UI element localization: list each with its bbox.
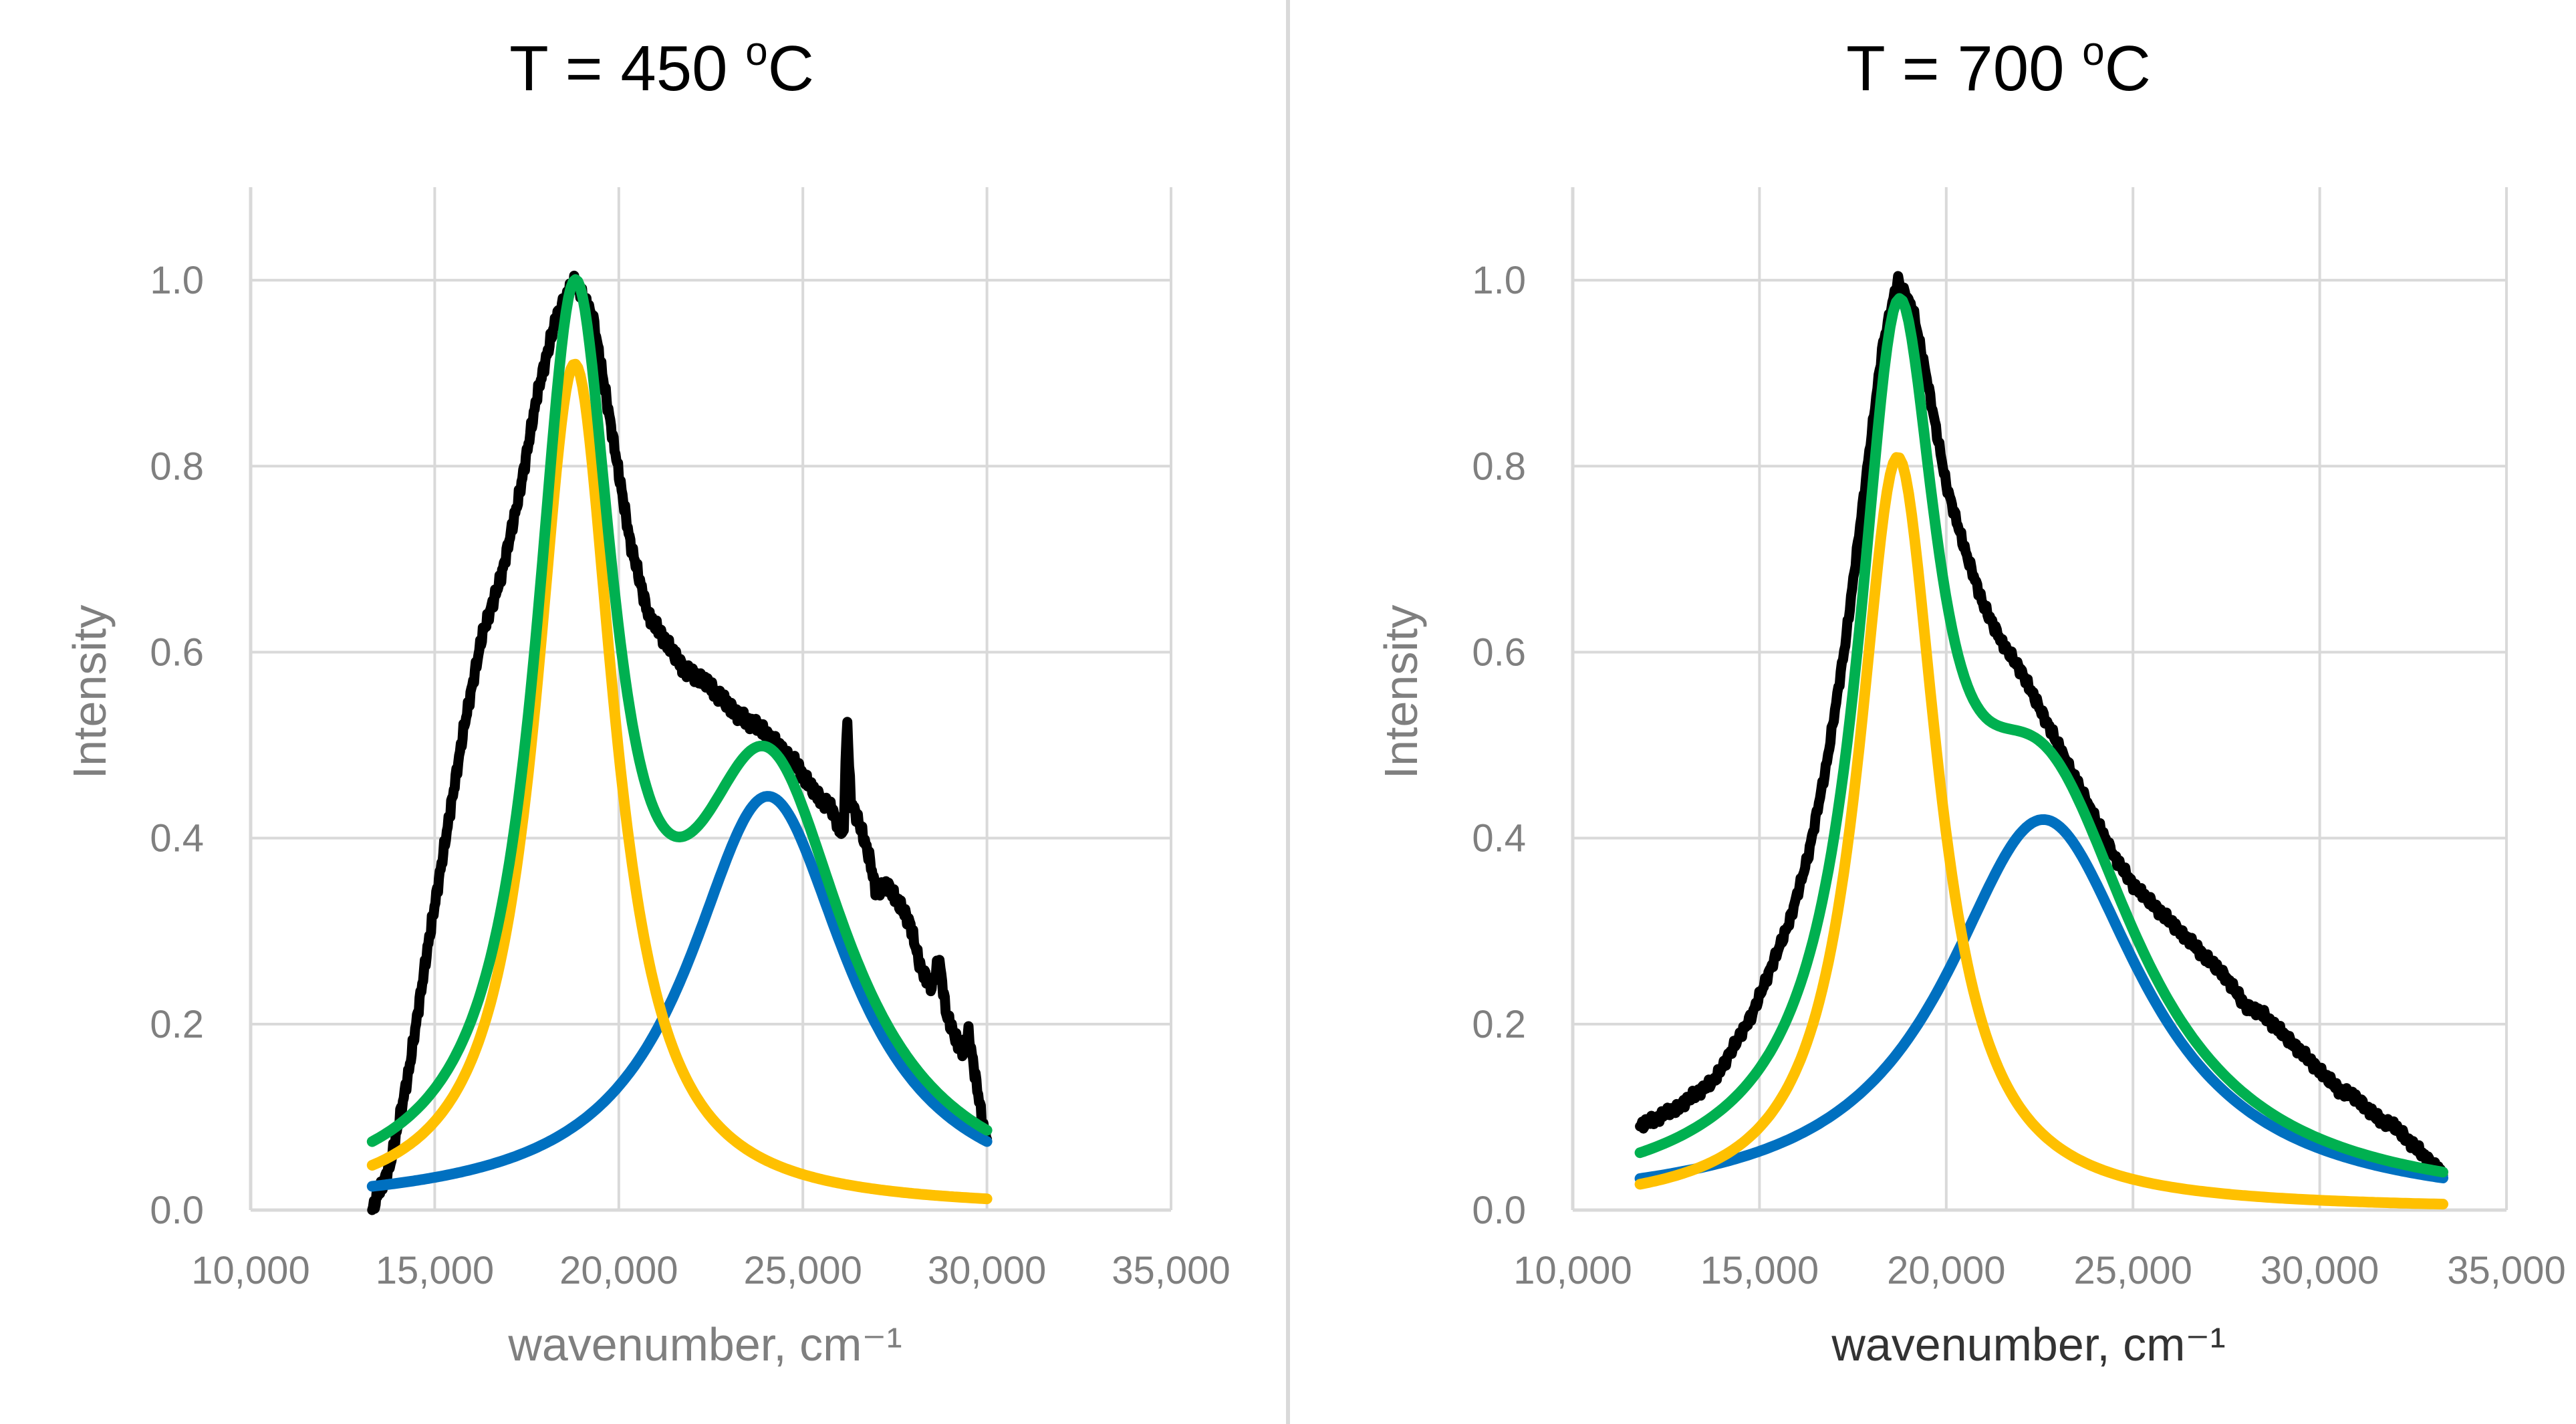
- tick-labels: 10,000 15,000 20,000 25,000 30,000 35,000 0.0 0…: [150, 259, 1230, 1292]
- series-line-band-1-fit: [1634, 452, 2448, 1210]
- series-line-band-2-fit: [1634, 814, 2448, 1184]
- x-tick-label: 10,000: [1513, 1249, 1632, 1292]
- y-tick-label: 0.2: [150, 1003, 204, 1046]
- series-group: [1634, 271, 2448, 1210]
- x-tick-label: 10,000: [191, 1249, 309, 1292]
- tick-labels: 10,000 15,000 20,000 25,000 30,000 35,000 0.0 0…: [1472, 259, 2565, 1292]
- y-tick-label: 0.0: [150, 1189, 204, 1232]
- series-group: [366, 270, 993, 1215]
- y-tick-label: 1.0: [150, 259, 204, 302]
- series-line-band-2-fit: [366, 791, 993, 1192]
- axes: [249, 187, 1171, 1212]
- series-line-experimental: [1635, 271, 2448, 1181]
- x-axis-title: wavenumber, cm⁻¹: [507, 1318, 902, 1371]
- y-axis-title: Intensity: [1375, 605, 1427, 780]
- x-tick-label: 15,000: [1700, 1249, 1819, 1292]
- x-tick-label: 35,000: [2447, 1249, 2565, 1292]
- x-tick-label: 25,000: [743, 1249, 862, 1292]
- y-tick-label: 0.8: [1472, 445, 1526, 488]
- x-tick-label: 35,000: [1112, 1249, 1230, 1292]
- axes: [1571, 187, 2506, 1212]
- x-tick-label: 20,000: [1887, 1249, 2005, 1292]
- x-tick-label: 25,000: [2073, 1249, 2192, 1292]
- y-tick-label: 1.0: [1472, 259, 1526, 302]
- chart-title: T = 700 oC: [1846, 29, 2151, 104]
- series-line-sum-fit: [1634, 293, 2448, 1178]
- series-line-sum-fit: [366, 274, 993, 1147]
- gridlines: [1573, 187, 2508, 1210]
- x-tick-label: 30,000: [928, 1249, 1046, 1292]
- chart-panel-450: T = 450 oC 10,000 15,000 20,000 25,000 30,00…: [63, 29, 1231, 1371]
- series-line-experimental: [367, 270, 993, 1215]
- y-tick-label: 0.2: [1472, 1003, 1526, 1046]
- chart-panel-700: T = 700 oC 10,000 15,000 20,000 25,000 30,00…: [1375, 29, 2566, 1371]
- x-tick-label: 20,000: [559, 1249, 678, 1292]
- y-tick-label: 0.4: [150, 817, 204, 860]
- y-tick-label: 0.6: [150, 630, 204, 674]
- y-tick-label: 0.6: [1472, 630, 1526, 674]
- series-line-band-1-fit: [366, 358, 993, 1205]
- y-axis-title: Intensity: [63, 605, 116, 780]
- x-tick-label: 15,000: [376, 1249, 494, 1292]
- y-tick-label: 0.4: [1472, 817, 1526, 860]
- x-tick-label: 30,000: [2261, 1249, 2379, 1292]
- gridlines: [251, 187, 1172, 1210]
- y-tick-label: 0.8: [150, 445, 204, 488]
- chart-title: T = 450 oC: [509, 29, 814, 104]
- x-axis-title: wavenumber, cm⁻¹: [1831, 1318, 2225, 1371]
- y-tick-label: 0.0: [1472, 1189, 1526, 1232]
